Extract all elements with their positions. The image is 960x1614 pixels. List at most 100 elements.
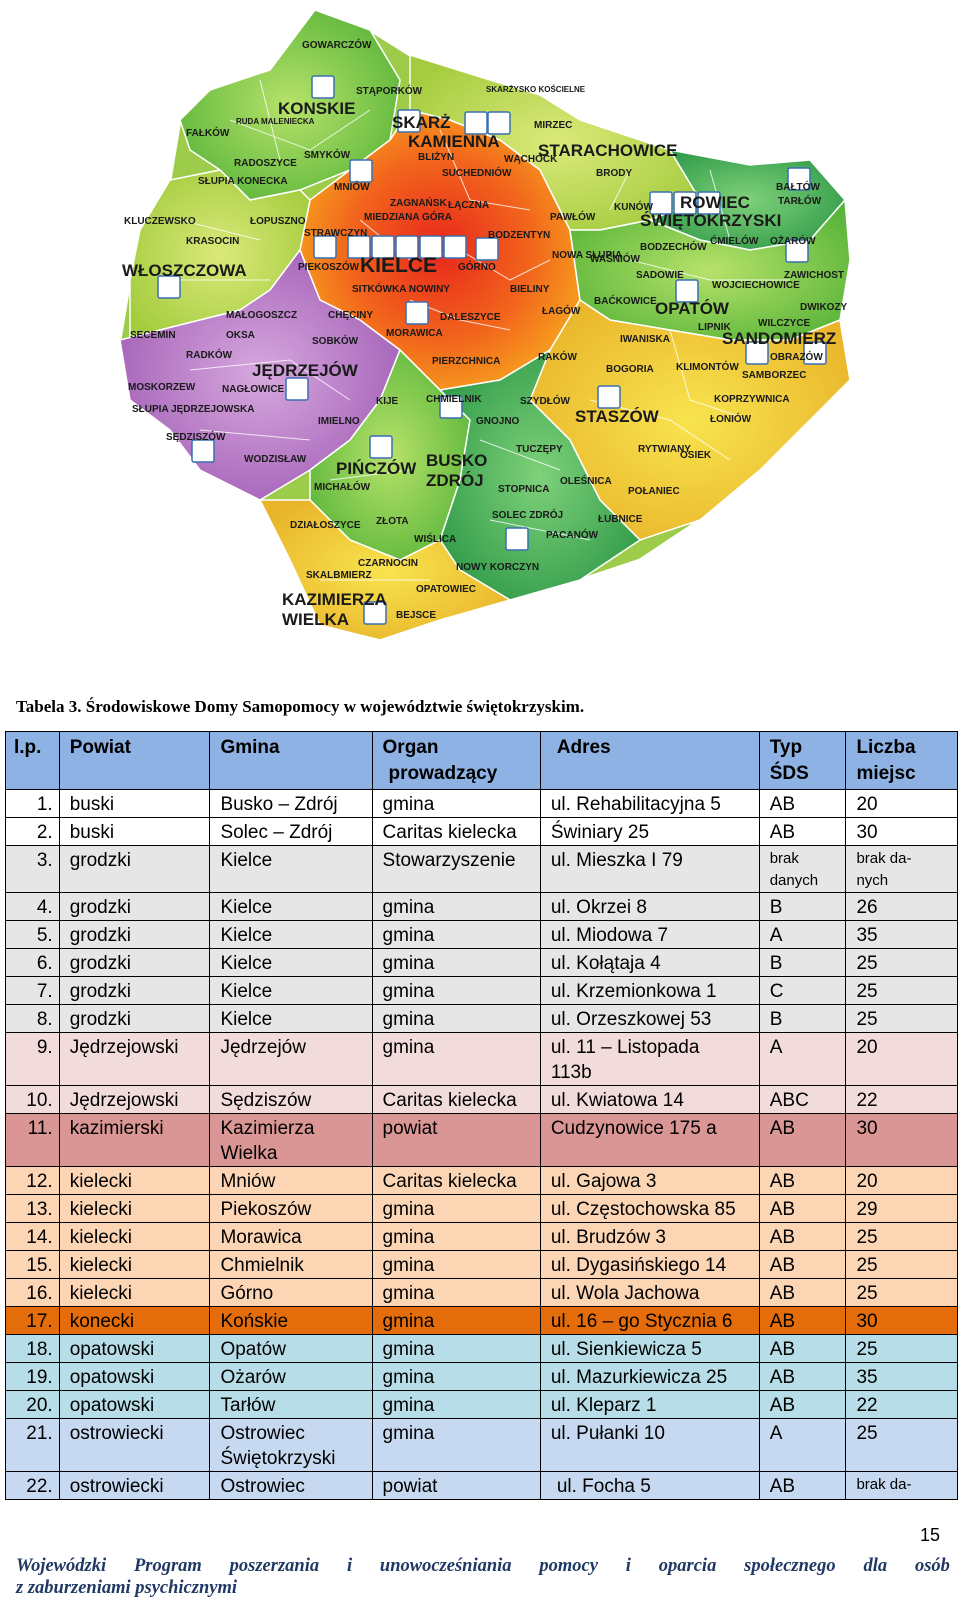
map-label-dzialoszyce: DZIAŁOSZYCE xyxy=(290,520,361,531)
cell-lp: 12. xyxy=(5,1166,60,1195)
cell-typ: A xyxy=(758,1032,847,1086)
map-label-sedziszow: SĘDZISZÓW xyxy=(166,430,226,443)
map-label-olesnica: OLEŚNICA xyxy=(560,474,612,487)
table-row: 22. ostrowiecki Ostrowiec powiat ul. Foc… xyxy=(5,1471,958,1500)
page-number: 15 xyxy=(920,1525,941,1545)
cell-typ: AB xyxy=(758,1166,847,1195)
cell-powiat: kielecki xyxy=(58,1222,211,1251)
cell-gmina: Chmielnik xyxy=(209,1250,373,1279)
footer-word: Wojewódzki xyxy=(16,1556,107,1576)
map-label-wodzislaw: WODZISŁAW xyxy=(244,454,307,465)
header-gmina: Gmina xyxy=(209,731,373,790)
map-label-ostrowiec-1: ROWIEC xyxy=(680,193,750,212)
map-label-pawlow: PAWŁÓW xyxy=(550,210,596,223)
cell-powiat: grodzki xyxy=(58,1004,211,1033)
cell-gmina: Piekoszów xyxy=(209,1194,373,1223)
map-label-bogoria: BOGORIA xyxy=(606,364,654,375)
map-label-piekoszow: PIEKOSZÓW xyxy=(298,260,360,273)
map-label-koprzywnica: KOPRZYWNICA xyxy=(714,394,790,405)
cell-powiat: Jędrzejowski xyxy=(58,1032,211,1086)
cell-organ: powiat xyxy=(371,1471,541,1500)
cell-lp: 11. xyxy=(5,1113,60,1167)
map-label-obrazow: OBRAZÓW xyxy=(770,350,823,363)
cell-typ: AB xyxy=(758,1222,847,1251)
cell-powiat: konecki xyxy=(58,1306,211,1335)
cell-typ: brak danych xyxy=(758,845,847,893)
cell-organ: gmina xyxy=(371,789,541,818)
table-row: 4. grodzki Kielce gmina ul. Okrzei 8 B 2… xyxy=(5,892,958,921)
map-label-zawichost: ZAWICHOST xyxy=(784,270,844,281)
cell-typ: AB xyxy=(758,1306,847,1335)
map-label-wasniow: WAŚNIÓW xyxy=(590,252,641,265)
cell-liczba: 20 xyxy=(845,1166,958,1195)
table-row: 15. kielecki Chmielnik gmina ul. Dygasiń… xyxy=(5,1250,958,1279)
map-label-pierzchnica: PIERZCHNICA xyxy=(432,356,500,367)
map-label-radkow: RADKÓW xyxy=(186,348,233,361)
cell-powiat: Jędrzejowski xyxy=(58,1085,211,1114)
map-label-wilczyce: WILCZYCE xyxy=(758,318,811,329)
map-label-sitkowka: SITKÓWKA NOWINY xyxy=(352,282,450,295)
cell-typ: A xyxy=(758,920,847,949)
map-label-naglowice: NAGŁOWICE xyxy=(222,384,285,395)
cell-organ: gmina xyxy=(371,1362,541,1391)
cell-typ: AB xyxy=(758,1362,847,1391)
cell-liczba: 25 xyxy=(845,1250,958,1279)
cell-gmina: Ożarów xyxy=(209,1362,373,1391)
map-label-secemin: SECEMIN xyxy=(130,330,176,341)
cell-powiat: grodzki xyxy=(58,892,211,921)
cell-liczba: 35 xyxy=(845,1362,958,1391)
map-label-iwaniska: IWANISKA xyxy=(620,334,670,345)
cell-organ: gmina xyxy=(371,1278,541,1307)
table-row: 9. Jędrzejowski Jędrzejów gmina ul. 11 –… xyxy=(5,1032,958,1086)
table-row: 7. grodzki Kielce gmina ul. Krzemionkowa… xyxy=(5,976,958,1005)
map-label-lipnik: LIPNIK xyxy=(698,322,732,333)
table-row: 18. opatowski Opatów gmina ul. Sienkiewi… xyxy=(5,1334,958,1363)
cell-lp: 13. xyxy=(5,1194,60,1223)
table-row: 20. opatowski Tarłów gmina ul. Kleparz 1… xyxy=(5,1390,958,1419)
cell-powiat: kazimierski xyxy=(58,1113,211,1167)
map-label-osiek: OSIEK xyxy=(680,450,712,461)
cell-typ: C xyxy=(758,976,847,1005)
map-label-rytwiany: RYTWIANY xyxy=(638,444,691,455)
cell-powiat: grodzki xyxy=(58,976,211,1005)
header-adres: Adres xyxy=(539,731,760,790)
cell-lp: 14. xyxy=(5,1222,60,1251)
cell-organ: Caritas kielecka xyxy=(371,1085,541,1114)
map-label-stopnica: STOPNICA xyxy=(498,484,550,495)
cell-organ: gmina xyxy=(371,1032,541,1086)
map-label-zagnansk: ZAGNAŃSK xyxy=(390,196,447,209)
cell-typ: AB xyxy=(758,1334,847,1363)
cell-organ: Stowarzyszenie xyxy=(371,845,541,893)
cell-gmina: Górno xyxy=(209,1278,373,1307)
table-row: 10. Jędrzejowski Sędziszów Caritas kiele… xyxy=(5,1085,958,1114)
map-label-baltow: BAŁTÓW xyxy=(776,180,820,193)
cell-organ: gmina xyxy=(371,1250,541,1279)
page-footer: Wojewódzki Program poszerzania i unowocz… xyxy=(16,1555,950,1599)
map-label-falkow: FAŁKÓW xyxy=(186,126,230,139)
map-label-staszow: STASZÓW xyxy=(575,407,660,426)
map-label-morawica: MORAWICA xyxy=(386,328,443,339)
map-label-malogoszcz: MAŁOGOSZCZ xyxy=(226,310,297,321)
cell-adres: ul. Kołątaja 4 xyxy=(539,948,760,977)
map-label-sadowie: SADOWIE xyxy=(636,270,684,281)
map-label-rakow: RAKÓW xyxy=(538,350,577,363)
cell-lp: 5. xyxy=(5,920,60,949)
cell-adres: ul. Kwiatowa 14 xyxy=(539,1085,760,1114)
cell-organ: gmina xyxy=(371,1194,541,1223)
cell-typ: AB xyxy=(758,1250,847,1279)
cell-liczba: 30 xyxy=(845,817,958,846)
map-label-kamienna: KAMIENNA xyxy=(408,132,500,151)
footer-word: społecznego xyxy=(744,1556,836,1576)
map-label-pacanow: PACANÓW xyxy=(546,528,599,541)
cell-organ: Caritas kielecka xyxy=(371,1166,541,1195)
map-label-bodzechow: BODZECHÓW xyxy=(640,240,707,253)
map-label-suchedniow: SUCHEDNIÓW xyxy=(442,166,512,179)
cell-powiat: grodzki xyxy=(58,948,211,977)
map-label-cmielow: ĆMIELÓW xyxy=(710,234,759,247)
map-label-skalbmierz: SKALBMIERZ xyxy=(306,570,372,581)
cell-adres: ul. 16 – go Stycznia 6 xyxy=(539,1306,760,1335)
cell-adres-line2: 113b xyxy=(550,1062,592,1083)
map-label-zdroj: ZDRÓJ xyxy=(426,471,484,490)
map-label-slupia-konecka: SŁUPIA KONECKA xyxy=(198,176,288,187)
cell-gmina: Kielce xyxy=(209,920,373,949)
